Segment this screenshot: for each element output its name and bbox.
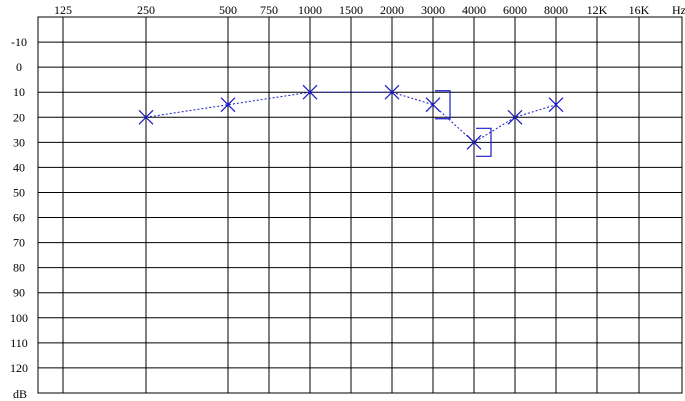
y-tick-label: 90 — [13, 286, 25, 300]
y-tick-label: 100 — [10, 311, 28, 325]
x-marker — [138, 109, 154, 125]
x-tick-label: 750 — [260, 3, 278, 17]
y-tick-label: 20 — [13, 110, 25, 124]
x-axis-tick-labels: 125 250 500 750 1000 1500 2000 3000 4000 6000 8000… — [54, 3, 650, 17]
x-tick-label: 8000 — [544, 3, 568, 17]
x-tick-label: 3000 — [421, 3, 445, 17]
y-tick-label: 30 — [13, 135, 25, 149]
y-tick-label: 40 — [13, 160, 25, 174]
y-tick-label: 80 — [13, 261, 25, 275]
x-tick-label: 125 — [54, 3, 72, 17]
x-marker — [302, 84, 318, 100]
bracket-marker — [476, 127, 492, 157]
x-marker — [466, 134, 482, 150]
x-tick-label: 250 — [137, 3, 155, 17]
x-marker — [384, 84, 400, 100]
y-tick-label: 0 — [16, 60, 22, 74]
x-tick-label: 2000 — [380, 3, 404, 17]
x-tick-label: 4000 — [462, 3, 486, 17]
series-dotted-line — [145, 91, 557, 143]
x-marker — [425, 97, 441, 113]
x-tick-label: 500 — [219, 3, 237, 17]
x-tick-label: 16K — [629, 3, 650, 17]
y-tick-label: 120 — [10, 361, 28, 375]
x-marker — [548, 97, 564, 113]
plot-frame — [37, 16, 683, 394]
y-tick-label: 10 — [13, 85, 25, 99]
y-tick-label: 50 — [13, 185, 25, 199]
bracket-marker — [435, 90, 451, 120]
data-series — [138, 84, 564, 157]
x-tick-label: 1000 — [298, 3, 322, 17]
y-tick-label: 60 — [13, 211, 25, 225]
y-tick-label: 110 — [10, 336, 28, 350]
y-unit-label: dB — [13, 387, 27, 401]
x-tick-label: 12K — [587, 3, 608, 17]
y-tick-label: -10 — [11, 35, 27, 49]
y-tick-label: 70 — [13, 236, 25, 250]
x-tick-label: 6000 — [503, 3, 527, 17]
y-axis-tick-labels: -10 0 10 20 30 40 50 60 70 80 90 100 110 120 — [10, 35, 28, 375]
x-tick-label: 1500 — [339, 3, 363, 17]
x-marker — [220, 97, 236, 113]
x-marker — [507, 109, 523, 125]
x-unit-label: Hz — [672, 3, 685, 17]
